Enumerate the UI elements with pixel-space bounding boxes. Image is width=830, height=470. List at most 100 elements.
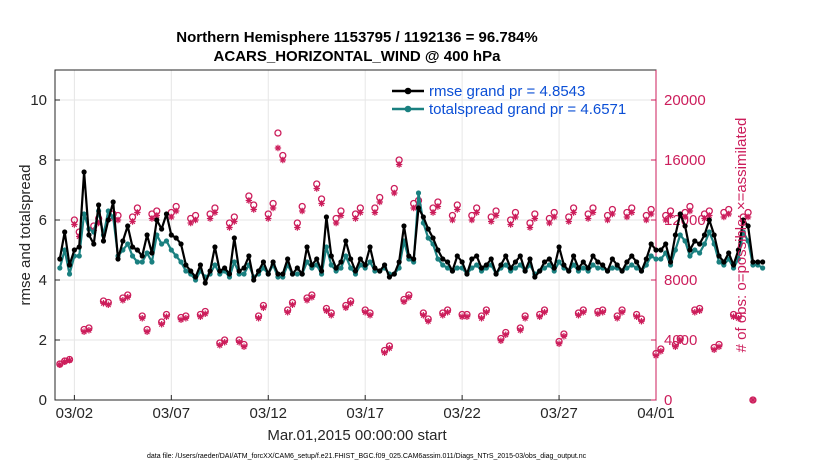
- x-tick-label: 03/02: [56, 405, 94, 422]
- obs-assimilated-point: [555, 340, 563, 347]
- obs-assimilated-point: [710, 346, 718, 353]
- obs-assimilated-point: [139, 315, 146, 322]
- rmse-point: [697, 241, 703, 247]
- obs-assimilated-point: [235, 339, 243, 346]
- totalspread-point: [672, 247, 678, 253]
- rmse-point: [168, 232, 174, 238]
- obs-assimilated-point: [725, 210, 732, 218]
- chart-title: Northern Hemisphere 1153795 / 1192136 = …: [176, 29, 538, 46]
- totalspread-point: [134, 259, 140, 265]
- totalspread-point: [512, 265, 519, 271]
- obs-assimilated-point: [696, 307, 703, 314]
- legend-spread-label: totalspread grand pr = 4.6571: [429, 101, 626, 118]
- rmse-point: [406, 253, 412, 259]
- rmse-point: [483, 262, 489, 268]
- totalspread-point: [716, 259, 722, 265]
- obs-assimilated-point: [672, 343, 679, 350]
- rmse-point: [634, 259, 640, 265]
- rmse-point: [188, 268, 194, 274]
- totalspread-point: [571, 262, 577, 268]
- totalspread-point: [57, 265, 63, 271]
- obs-assimilated-point: [599, 309, 606, 316]
- rmse-point: [125, 223, 131, 229]
- rmse-point: [134, 247, 140, 253]
- obs-assimilated-point: [623, 213, 631, 221]
- obs-assimilated-point: [187, 219, 194, 227]
- rmse-point: [658, 247, 664, 253]
- rmse-point: [386, 274, 393, 280]
- obs-assimilated-point: [570, 209, 577, 216]
- obs-assimilated-point: [95, 219, 102, 227]
- obs-assimilated-point: [313, 185, 320, 192]
- rmse-point: [687, 247, 693, 253]
- totalspread-point: [173, 253, 179, 259]
- rmse-point: [377, 268, 383, 274]
- obs-assimilated-point: [507, 221, 514, 228]
- obs-assimilated-point: [163, 313, 170, 320]
- totalspread-point: [706, 229, 712, 235]
- rmse-point: [197, 262, 204, 268]
- rmse-point: [260, 259, 267, 265]
- rmse-point: [604, 268, 611, 274]
- rmse-point: [270, 259, 276, 265]
- legend-rmse-label: rmse grand pr = 4.8543: [429, 83, 585, 100]
- obs-assimilated-point: [614, 315, 621, 322]
- x-tick-label: 03/12: [249, 405, 287, 422]
- rmse-point: [498, 262, 504, 268]
- rmse-point: [173, 235, 179, 241]
- x-tick-label: 04/01: [637, 405, 675, 422]
- obs-assimilated-point: [129, 218, 136, 225]
- x-tick-label: 03/22: [443, 405, 481, 422]
- rmse-point: [517, 253, 523, 259]
- obs-assimilated-point: [686, 207, 694, 215]
- obs-assimilated-point: [332, 219, 340, 227]
- rmse-point: [280, 271, 286, 277]
- obs-assimilated-point: [502, 331, 509, 338]
- legend-spread-marker: [404, 105, 412, 113]
- rmse-point: [129, 244, 136, 250]
- footer-datafile: data file: /Users/raeder/DAI/ATM_forcXX/…: [147, 453, 587, 460]
- rmse-point: [672, 232, 678, 238]
- obs-assimilated-point: [565, 218, 572, 225]
- obs-assimilated-point: [677, 337, 684, 344]
- totalspread-point: [367, 259, 373, 265]
- rmse-point: [309, 262, 315, 268]
- obs-assimilated-point: [148, 215, 156, 222]
- totalspread-point: [129, 253, 136, 259]
- rmse-point: [750, 259, 756, 265]
- obs-assimilated-point: [434, 203, 442, 210]
- rmse-point: [726, 250, 732, 256]
- obs-assimilated-point: [245, 197, 253, 204]
- rmse-point: [255, 268, 262, 274]
- obs-assimilated-point: [744, 213, 752, 221]
- obs-assimilated-point: [391, 189, 398, 197]
- rmse-point: [638, 268, 645, 274]
- rmse-point: [556, 244, 562, 250]
- obs-assimilated-point: [85, 327, 93, 334]
- totalspread-point: [125, 241, 131, 247]
- obs-possible-series: [56, 129, 757, 404]
- obs-assimilated-point: [667, 212, 674, 219]
- obs-assimilated-point: [526, 224, 534, 231]
- obs-assimilated-point: [240, 343, 248, 350]
- rmse-point: [96, 202, 102, 208]
- totalspread-point: [595, 265, 601, 271]
- obs-assimilated-point: [66, 357, 73, 364]
- y-tick-label: 0: [39, 392, 47, 409]
- rmse-series: [57, 169, 766, 286]
- totalspread-point: [159, 241, 165, 247]
- obs-assimilated-point: [376, 198, 383, 206]
- totalspread-point: [648, 253, 654, 259]
- rmse-point: [352, 268, 359, 274]
- rmse-point: [667, 259, 674, 265]
- obs-assimilated-point: [318, 200, 325, 207]
- obs-assimilated-point: [80, 328, 88, 335]
- rmse-point: [541, 259, 548, 265]
- rmse-point: [469, 256, 475, 262]
- rmse-point: [682, 223, 688, 229]
- obs-assimilated-point: [517, 327, 524, 334]
- rmse-point: [755, 259, 761, 265]
- obs-assimilated-point: [706, 212, 713, 219]
- totalspread-point: [66, 271, 73, 277]
- obs-assimilated-point: [279, 156, 286, 164]
